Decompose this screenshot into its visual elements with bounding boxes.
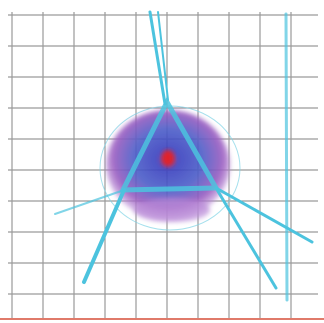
heat-blob — [99, 105, 241, 231]
cyan-traces — [54, 10, 314, 302]
triangle — [118, 96, 221, 193]
hot-spot — [162, 150, 174, 166]
trace — [82, 188, 126, 284]
trace — [148, 10, 167, 106]
trace — [54, 189, 125, 215]
trace — [214, 186, 314, 244]
trace — [214, 186, 278, 290]
heat-lobe — [134, 198, 210, 222]
trace — [284, 12, 289, 302]
trace — [157, 11, 169, 101]
